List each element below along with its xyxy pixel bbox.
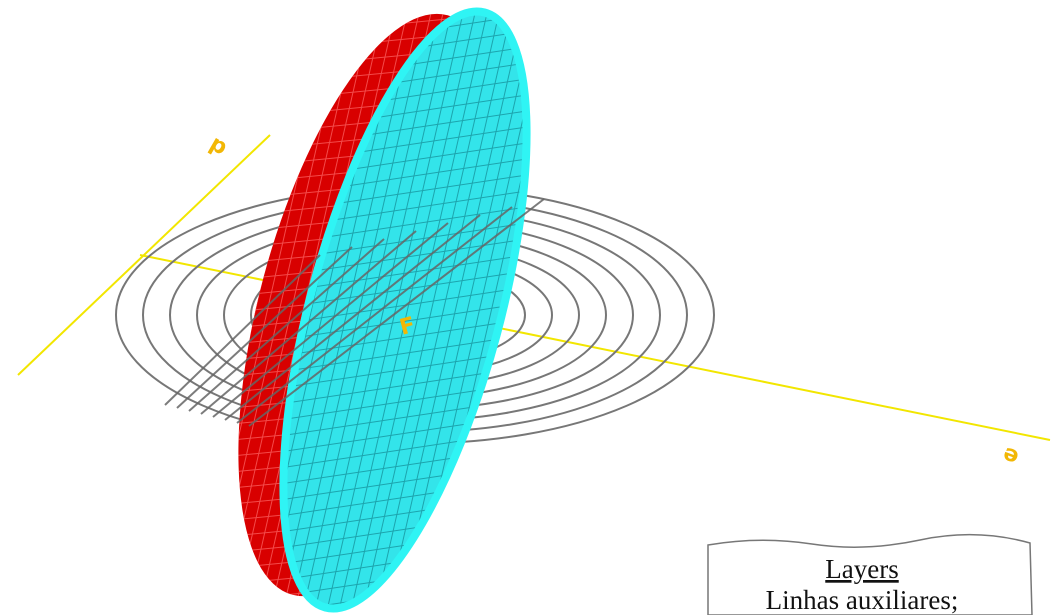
- hatch: [114, 0, 254, 615]
- note-title: Layers: [825, 554, 898, 584]
- hatch: [90, 0, 230, 615]
- scene: d e F Layers Linhas auxiliares;: [0, 0, 1064, 615]
- page: {"labels": {"d": "d", "e": "e", "focus":…: [0, 0, 1064, 615]
- hatch: [102, 0, 242, 615]
- hatch: [150, 0, 560, 16]
- hatch: [200, 564, 600, 615]
- hatch: [200, 0, 600, 16]
- label-d: d: [205, 132, 231, 162]
- hatch: [110, 0, 250, 615]
- label-e: e: [999, 441, 1022, 470]
- note-text: Linhas auxiliares;: [766, 585, 959, 615]
